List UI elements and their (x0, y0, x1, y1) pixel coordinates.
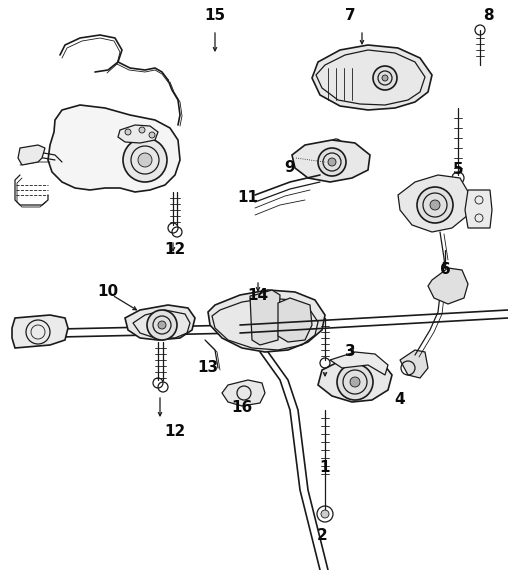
Polygon shape (222, 380, 265, 406)
Circle shape (138, 153, 152, 167)
Circle shape (328, 158, 336, 166)
Polygon shape (330, 352, 388, 375)
Circle shape (373, 66, 397, 90)
Text: 16: 16 (231, 401, 252, 416)
Text: 7: 7 (345, 7, 355, 22)
Text: 14: 14 (247, 287, 269, 303)
Polygon shape (398, 175, 470, 232)
Circle shape (337, 364, 373, 400)
Polygon shape (118, 125, 158, 143)
Text: 2: 2 (316, 527, 327, 543)
Text: 1: 1 (320, 461, 330, 475)
Polygon shape (48, 105, 180, 192)
Text: 4: 4 (395, 393, 405, 408)
Polygon shape (465, 190, 492, 228)
Circle shape (417, 187, 453, 223)
Text: 12: 12 (165, 425, 185, 439)
Text: 5: 5 (453, 162, 463, 177)
Text: 13: 13 (198, 360, 218, 376)
Text: 6: 6 (439, 263, 451, 278)
Text: 9: 9 (284, 161, 295, 176)
Polygon shape (18, 145, 45, 165)
Text: 8: 8 (483, 7, 493, 22)
Polygon shape (12, 315, 68, 348)
Polygon shape (292, 140, 370, 182)
Circle shape (430, 200, 440, 210)
Polygon shape (428, 268, 468, 304)
Polygon shape (278, 298, 312, 342)
Text: 11: 11 (238, 190, 259, 206)
Circle shape (139, 127, 145, 133)
Circle shape (125, 129, 131, 135)
Text: 3: 3 (345, 344, 355, 360)
Circle shape (147, 310, 177, 340)
Polygon shape (400, 350, 428, 378)
Text: 15: 15 (204, 7, 226, 22)
Polygon shape (318, 358, 392, 402)
Polygon shape (312, 45, 432, 110)
Text: 12: 12 (165, 242, 185, 258)
Circle shape (382, 75, 388, 81)
Circle shape (149, 132, 155, 138)
Circle shape (123, 138, 167, 182)
Circle shape (321, 510, 329, 518)
Polygon shape (125, 305, 195, 340)
Text: 10: 10 (98, 284, 118, 299)
Polygon shape (250, 290, 280, 345)
Circle shape (350, 377, 360, 387)
Circle shape (318, 148, 346, 176)
Polygon shape (208, 290, 325, 352)
Circle shape (158, 321, 166, 329)
